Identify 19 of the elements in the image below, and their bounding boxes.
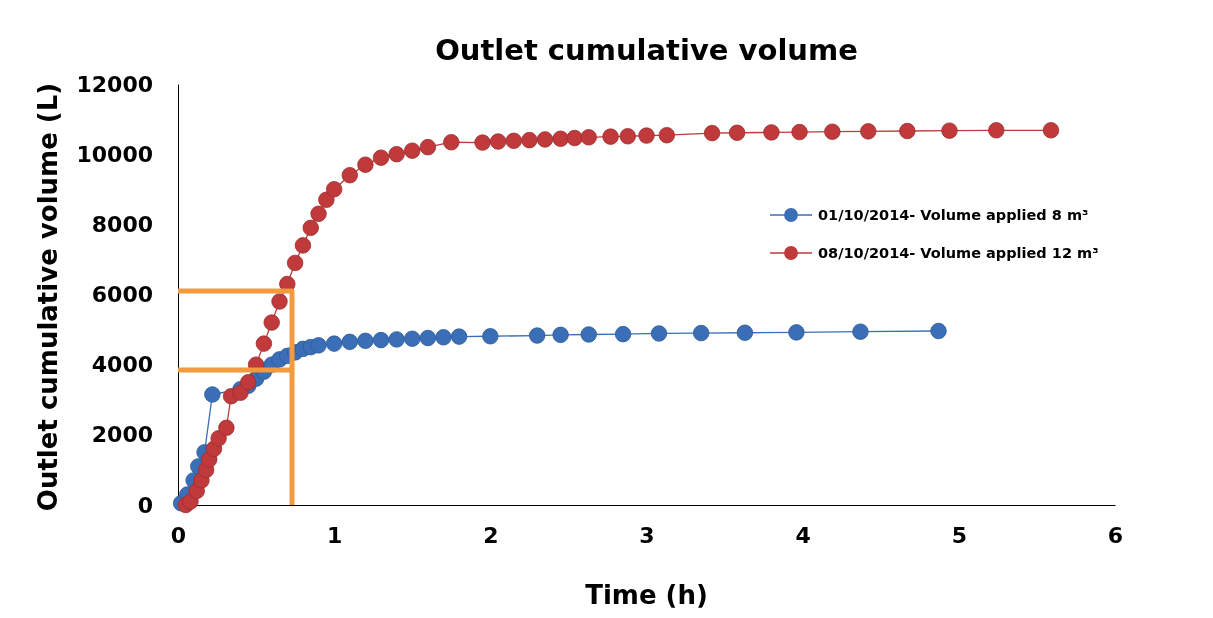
x-tick-label: 1	[327, 522, 343, 548]
x-tick-label: 5	[951, 522, 967, 548]
x-tick-label: 6	[1107, 522, 1124, 548]
y-tick-label: 4000	[91, 352, 153, 378]
y-tick-label: 8000	[91, 211, 153, 237]
x-axis-title: Time (h)	[585, 580, 708, 610]
legend-label: 08/10/2014- Volume applied 12 m³	[818, 245, 1099, 261]
chart-title: Outlet cumulative volume	[435, 33, 858, 67]
y-tick-label: 0	[137, 492, 153, 518]
y-tick-label: 12000	[76, 71, 153, 97]
y-tick-label: 2000	[91, 422, 153, 448]
y-tick-label: 6000	[91, 282, 153, 308]
x-tick-label: 0	[170, 522, 187, 548]
x-tick-label: 3	[639, 522, 655, 548]
y-axis-title: Outlet cumulative volume (L)	[33, 82, 63, 512]
x-tick-label: 2	[483, 522, 499, 548]
y-tick-label: 10000	[76, 141, 153, 167]
x-tick-label: 4	[795, 522, 811, 548]
legend-label: 01/10/2014- Volume applied 8 m³	[818, 207, 1089, 223]
